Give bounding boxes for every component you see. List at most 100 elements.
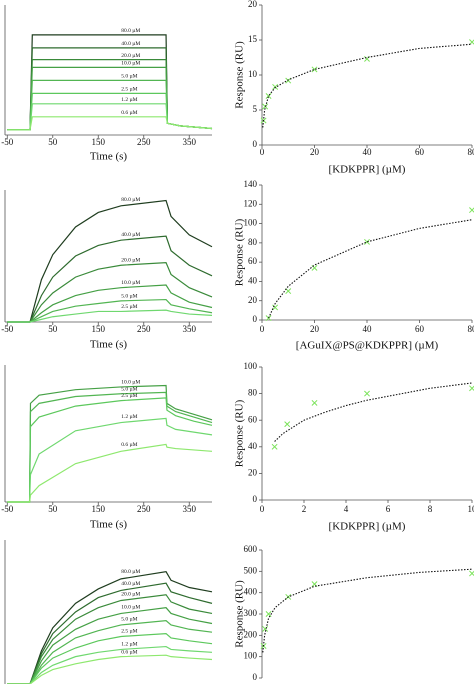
y-tick-label: 100 — [244, 361, 258, 371]
x-tick-label: 350 — [183, 324, 197, 334]
fit-line — [268, 219, 473, 319]
y-tick-label: 40 — [248, 275, 258, 285]
y-tick-label: 600 — [244, 544, 258, 554]
sensorgram-line — [7, 284, 213, 323]
sensorgram-line — [7, 607, 213, 684]
concentration-label: 5.0 µM — [121, 294, 137, 300]
concentration-label: 5.0 µM — [121, 74, 137, 80]
y-tick-label: 15 — [248, 34, 258, 44]
concentration-label: 40.0 µM — [121, 232, 140, 238]
x-tick-label: -50 — [1, 324, 13, 334]
y-tick-label: 300 — [244, 608, 258, 618]
data-point — [311, 66, 318, 73]
x-tick-label: 0 — [260, 324, 265, 334]
y-tick-label: 500 — [244, 565, 258, 575]
y-tick-label: 120 — [244, 198, 258, 208]
sensorgram-line — [7, 79, 213, 131]
sensorgram-line — [7, 199, 213, 323]
sensorgram-line — [7, 235, 213, 323]
x-tick-label: 250 — [137, 324, 151, 334]
x-tick-label: 350 — [183, 137, 197, 147]
sensorgram-line — [7, 594, 213, 684]
x-tick-label: 150 — [92, 504, 106, 514]
sensorgram-line — [7, 309, 213, 323]
concentration-label: 0.6 µM — [121, 649, 137, 655]
concentration-label: 1.2 µM — [121, 642, 137, 648]
data-point — [272, 83, 279, 90]
x-tick-label: 8 — [428, 504, 433, 514]
x-tick-label: 250 — [137, 504, 151, 514]
data-point — [284, 421, 291, 428]
x-axis-label: [AGuIX@PS@KDKPPR] (µM) — [296, 340, 439, 352]
x-tick-label: 50 — [48, 137, 58, 147]
concentration-label: 40.0 µM — [121, 581, 140, 587]
sensorgram-line — [7, 620, 213, 684]
sensorgram-line — [7, 632, 213, 684]
concentration-label: 1.2 µM — [121, 414, 137, 420]
x-axis-label: [KDKPPR] (µM) — [329, 164, 406, 176]
concentration-label: 5.0 µM — [121, 616, 137, 622]
sensorgram-line — [7, 397, 213, 503]
x-tick-label: 0 — [260, 504, 265, 514]
sensorgram-line — [7, 391, 213, 503]
sensorgram-line — [7, 59, 213, 131]
x-tick-label: 50 — [48, 324, 58, 334]
x-tick-label: 40 — [363, 324, 373, 334]
x-axis-label: Time (s) — [90, 151, 128, 163]
y-tick-label: 20 — [248, 295, 258, 305]
sensorgram-line — [7, 92, 213, 131]
concentration-label: 80.0 µM — [121, 197, 140, 203]
y-tick-label: 5 — [253, 104, 258, 114]
x-tick-label: 4 — [344, 504, 349, 514]
x-tick-label: 10 — [468, 504, 474, 514]
x-tick-label: 40 — [363, 147, 373, 157]
concentration-label: 5.0 µM — [121, 386, 137, 392]
y-tick-label: 0 — [253, 314, 258, 324]
sensorgram-line — [7, 116, 213, 131]
concentration-label: 10.0 µM — [121, 61, 140, 67]
x-tick-label: 20 — [310, 324, 320, 334]
y-axis-label: Response (RU) — [234, 218, 246, 286]
y-tick-label: 40 — [248, 441, 258, 451]
x-tick-label: -50 — [1, 504, 13, 514]
y-tick-label: 0 — [253, 139, 258, 149]
y-tick-label: 60 — [248, 414, 258, 424]
x-tick-label: 250 — [137, 137, 151, 147]
concentration-label: 2.5 µM — [121, 304, 137, 310]
data-point — [364, 238, 370, 245]
data-point — [265, 611, 272, 617]
concentration-label: 2.5 µM — [121, 393, 137, 399]
sensorgram-line — [7, 645, 213, 684]
x-tick-label: 60 — [415, 324, 425, 334]
y-tick-label: 0 — [253, 494, 258, 504]
sensorgram-line — [7, 417, 213, 503]
concentration-label: 80.0 µM — [121, 28, 140, 34]
data-point — [469, 385, 474, 392]
concentration-label: 0.6 µM — [121, 442, 137, 448]
y-tick-label: 80 — [248, 237, 258, 247]
sensorgram-line — [7, 34, 213, 131]
y-tick-label: 100 — [244, 651, 258, 661]
data-point — [469, 570, 474, 577]
concentration-label: 80.0 µM — [121, 569, 140, 575]
x-tick-label: 0 — [260, 147, 265, 157]
x-axis-label: Time (s) — [90, 339, 128, 351]
sensorgram-line — [7, 654, 213, 684]
sensorgram-line — [7, 66, 213, 131]
sensorgram-line — [7, 384, 213, 503]
x-tick-label: 2 — [302, 504, 307, 514]
x-tick-label: 80 — [468, 324, 474, 334]
sensorgram-line — [7, 582, 213, 684]
y-tick-label: 100 — [244, 218, 258, 228]
sensorgram-line — [7, 443, 213, 503]
concentration-label: 40.0 µM — [121, 41, 140, 47]
data-point — [271, 443, 278, 450]
x-tick-label: 80 — [468, 147, 474, 157]
fit-line — [274, 382, 473, 442]
concentration-label: 10.0 µM — [121, 380, 140, 386]
fit-line — [262, 43, 473, 128]
data-point — [265, 93, 272, 99]
concentration-label: 1.2 µM — [121, 97, 137, 103]
data-point — [469, 207, 474, 214]
y-axis-label: Response (RU) — [234, 399, 246, 467]
